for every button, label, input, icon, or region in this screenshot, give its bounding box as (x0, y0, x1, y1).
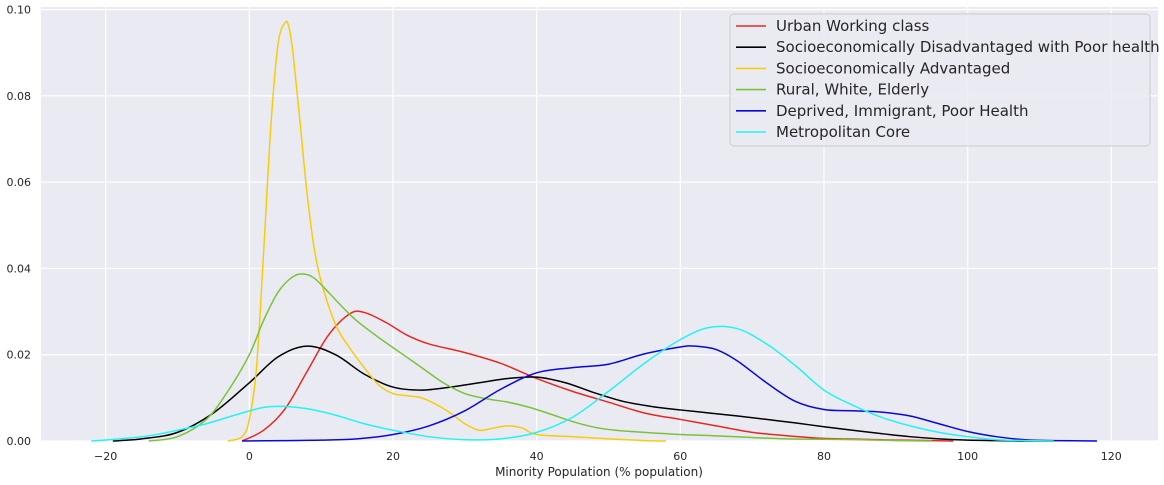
x-tick-label: 0 (246, 450, 253, 463)
legend-box (729, 13, 1151, 147)
y-tick-label: 0.10 (7, 4, 32, 17)
series-line (148, 273, 932, 442)
series-line (112, 345, 1054, 442)
series-line (241, 310, 954, 442)
y-tick-label: 0.00 (7, 435, 32, 448)
x-tick-label: −20 (94, 450, 117, 463)
legend-entry-label: Urban Working class (776, 17, 930, 35)
legend-entry-label: Deprived, Immigrant, Poor Health (776, 102, 1028, 120)
series-line (91, 325, 1054, 442)
x-tick-label: 120 (1101, 450, 1122, 463)
legend-entry-label: Socioeconomically Advantaged (776, 59, 1010, 77)
series-lines (91, 20, 1097, 442)
legend-entry-label: Socioeconomically Disadvantaged with Poo… (776, 38, 1160, 56)
legend-entry-label: Metropolitan Core (776, 123, 910, 141)
x-tick-label: 80 (817, 450, 831, 463)
x-tick-label: 60 (673, 450, 687, 463)
y-tick-labels: 0.00 0.02 0.04 0.06 0.08 0.10 (7, 4, 32, 448)
y-tick-label: 0.02 (7, 349, 32, 362)
legend-entry-label: Rural, White, Elderly (776, 81, 929, 99)
x-axis-label: Minority Population (% population) (495, 465, 703, 479)
y-tick-label: 0.08 (7, 90, 32, 103)
x-tick-label: 20 (386, 450, 400, 463)
y-tick-label: 0.06 (7, 176, 32, 189)
x-tick-label: 100 (957, 450, 978, 463)
y-tick-label: 0.04 (7, 262, 32, 275)
series-line (242, 345, 1097, 442)
x-tick-labels: −20 0 20 40 60 80 100 120 (94, 450, 1122, 463)
legend: Urban Working class Socioeconomically Dis… (729, 13, 1160, 147)
x-tick-label: 40 (530, 450, 544, 463)
series-line (227, 20, 666, 442)
